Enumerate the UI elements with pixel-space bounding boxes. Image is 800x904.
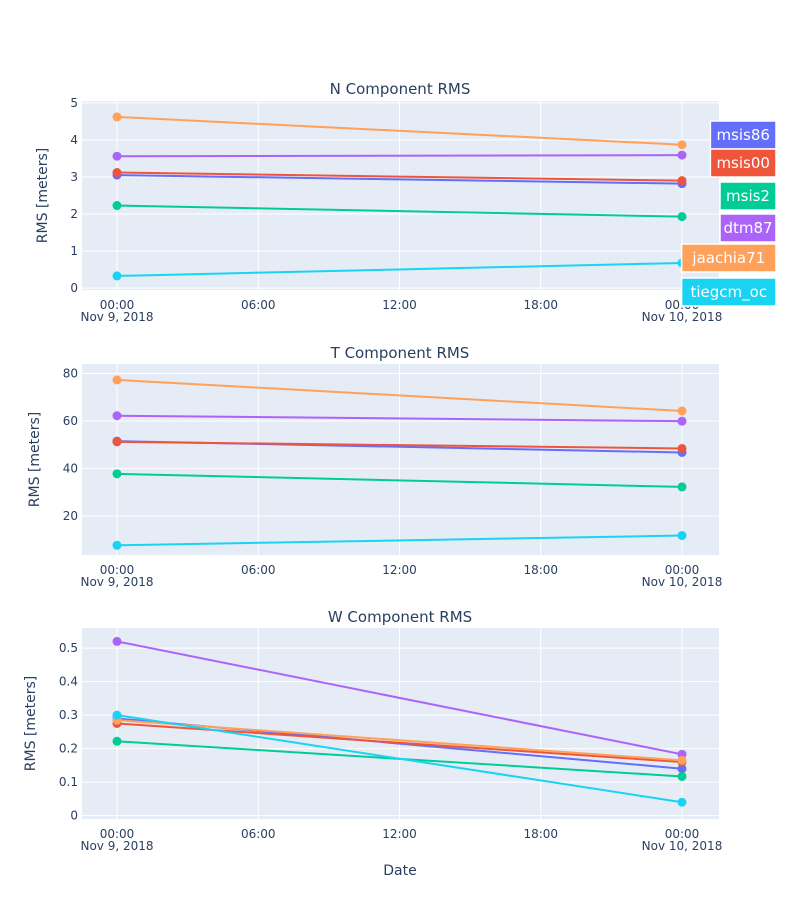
series-line-msis2 xyxy=(116,472,683,488)
data-point-jaachia71 xyxy=(677,140,687,150)
y-tick-label: 20 xyxy=(63,509,78,523)
y-axis-label: RMS [meters] xyxy=(23,676,39,771)
x-tick-label: 06:00 xyxy=(241,298,276,312)
x-tick-label: 06:00 xyxy=(241,827,276,841)
legend-swatch-dtm87 xyxy=(719,213,777,243)
legend-label-msis2: msis2 xyxy=(726,187,770,205)
x-tick-label: 00:00 xyxy=(100,827,135,841)
legend-label-msis86: msis86 xyxy=(716,126,770,144)
x-tick-label: 06:00 xyxy=(241,563,276,577)
y-tick-label: 3 xyxy=(70,170,78,184)
y-tick-label: 0.2 xyxy=(59,742,78,756)
data-point-jaachia71 xyxy=(112,375,122,385)
x-tick-label: 18:00 xyxy=(523,563,558,577)
data-point-tiegcm_oc xyxy=(677,531,687,541)
x-tick-sublabel: Nov 9, 2018 xyxy=(80,575,153,589)
data-point-tiegcm_oc xyxy=(112,271,122,281)
y-tick-label: 2 xyxy=(70,207,78,221)
data-point-tiegcm_oc xyxy=(677,797,687,807)
series-line-msis00 xyxy=(116,440,683,450)
data-point-jaachia71 xyxy=(677,406,687,416)
series-line-jaachia71 xyxy=(116,719,683,762)
y-tick-label: 4 xyxy=(70,133,78,147)
y-tick-label: 5 xyxy=(70,96,78,110)
x-tick-sublabel: Nov 10, 2018 xyxy=(642,575,723,589)
x-tick-sublabel: Nov 10, 2018 xyxy=(642,839,723,853)
y-tick-label: 0.4 xyxy=(59,675,78,689)
x-tick-label: 00:00 xyxy=(665,827,700,841)
legend-label-jaachia71: jaachia71 xyxy=(691,249,765,267)
data-point-msis00 xyxy=(112,437,122,447)
legend-swatch-jaachia71 xyxy=(680,243,777,273)
data-point-dtm87 xyxy=(677,416,687,426)
y-tick-label: 0 xyxy=(70,809,78,823)
chart-title: T Component RMS xyxy=(330,344,470,362)
x-tick-label: 00:00 xyxy=(100,298,135,312)
x-tick-label: 12:00 xyxy=(382,563,417,577)
data-point-msis2 xyxy=(677,482,687,492)
series-line-dtm87 xyxy=(116,414,683,423)
series-line-msis2 xyxy=(116,204,683,218)
x-tick-label: 12:00 xyxy=(382,827,417,841)
x-tick-sublabel: Nov 9, 2018 xyxy=(80,310,153,324)
data-point-msis2 xyxy=(112,736,122,746)
data-point-msis00 xyxy=(677,176,687,186)
y-tick-label: 0 xyxy=(70,281,78,295)
series-line-dtm87 xyxy=(116,640,683,756)
series-line-jaachia71 xyxy=(116,378,683,412)
legend-swatch-msis00 xyxy=(709,148,777,178)
series-line-tiegcm_oc xyxy=(116,261,683,277)
plot-area-2 xyxy=(82,628,719,819)
plot-area-0 xyxy=(82,101,719,290)
y-tick-label: 40 xyxy=(63,461,78,475)
x-tick-sublabel: Nov 9, 2018 xyxy=(80,839,153,853)
legend-label-tiegcm_oc: tiegcm_oc xyxy=(691,283,768,302)
y-tick-label: 0.3 xyxy=(59,708,78,722)
y-tick-label: 0.1 xyxy=(59,775,78,789)
legend-swatch-msis2 xyxy=(719,181,777,211)
plot-area-1 xyxy=(82,364,719,555)
x-tick-label: 00:00 xyxy=(665,563,700,577)
data-point-msis86 xyxy=(677,764,687,774)
y-axis-label: RMS [meters] xyxy=(27,412,43,507)
data-point-msis2 xyxy=(112,469,122,479)
legend-swatch-tiegcm_oc xyxy=(680,277,777,307)
data-point-jaachia71 xyxy=(677,755,687,765)
series-line-msis86 xyxy=(116,174,683,185)
data-point-msis2 xyxy=(677,212,687,222)
data-point-dtm87 xyxy=(112,411,122,421)
legend-label-dtm87: dtm87 xyxy=(723,219,772,237)
data-point-dtm87 xyxy=(112,151,122,161)
data-point-dtm87 xyxy=(112,636,122,646)
series-line-tiegcm_oc xyxy=(116,534,683,547)
data-point-msis00 xyxy=(112,168,122,178)
chart-title: N Component RMS xyxy=(330,80,471,98)
x-tick-label: 18:00 xyxy=(523,827,558,841)
data-point-msis00 xyxy=(677,443,687,453)
series-line-jaachia71 xyxy=(116,115,683,146)
data-point-jaachia71 xyxy=(112,112,122,122)
data-point-tiegcm_oc xyxy=(112,710,122,720)
y-tick-label: 80 xyxy=(63,366,78,380)
x-axis-label: Date xyxy=(383,863,416,879)
y-tick-label: 0.5 xyxy=(59,641,78,655)
series-line-msis00 xyxy=(116,171,683,182)
y-axis-label: RMS [meters] xyxy=(35,148,51,243)
legend-label-msis00: msis00 xyxy=(716,154,770,172)
x-tick-label: 00:00 xyxy=(100,563,135,577)
chart-title: W Component RMS xyxy=(328,608,472,626)
x-tick-sublabel: Nov 10, 2018 xyxy=(642,310,723,324)
series-line-tiegcm_oc xyxy=(116,714,683,804)
data-point-dtm87 xyxy=(677,150,687,160)
x-tick-label: 12:00 xyxy=(382,298,417,312)
data-point-tiegcm_oc xyxy=(112,540,122,550)
x-tick-label: 18:00 xyxy=(523,298,558,312)
data-point-msis2 xyxy=(677,771,687,781)
series-line-dtm87 xyxy=(116,154,683,158)
y-tick-label: 60 xyxy=(63,414,78,428)
y-tick-label: 1 xyxy=(70,244,78,258)
data-point-msis2 xyxy=(112,201,122,211)
